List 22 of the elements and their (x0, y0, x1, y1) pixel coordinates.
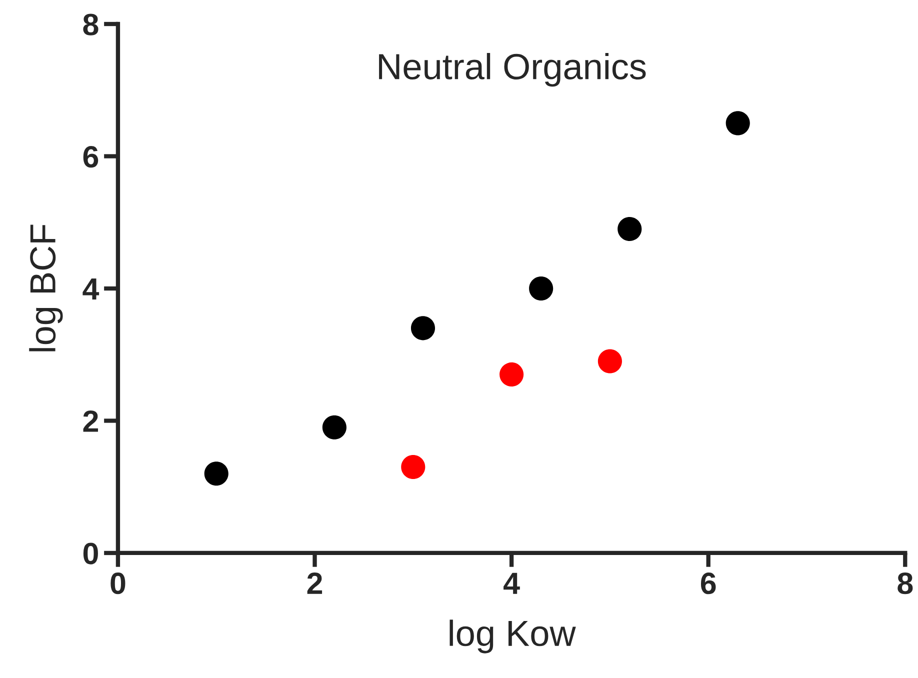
y-tick-label: 6 (83, 146, 98, 168)
point (401, 454, 426, 480)
y-tick-label: 8 (83, 14, 98, 36)
x-tick-label: 8 (898, 572, 913, 594)
point (500, 362, 524, 386)
point (410, 316, 436, 340)
x-tick-label: 6 (700, 572, 716, 594)
y-axis-title: log BCF (29, 224, 63, 352)
y-tick-label: 0 (83, 542, 98, 564)
x-tick-label: 0 (110, 572, 126, 594)
y-tick-label: 2 (83, 410, 98, 432)
point (204, 462, 228, 486)
text: Neutral Organics (379, 52, 646, 87)
point (726, 111, 750, 136)
x-tick-label: 2 (307, 572, 322, 594)
x-axis-title: log Kow (450, 620, 576, 654)
point (529, 276, 554, 301)
x-tick-label: 4 (504, 572, 520, 594)
point (618, 216, 642, 242)
y-tick-label: 4 (82, 278, 100, 300)
point (322, 415, 346, 440)
point (598, 349, 622, 374)
